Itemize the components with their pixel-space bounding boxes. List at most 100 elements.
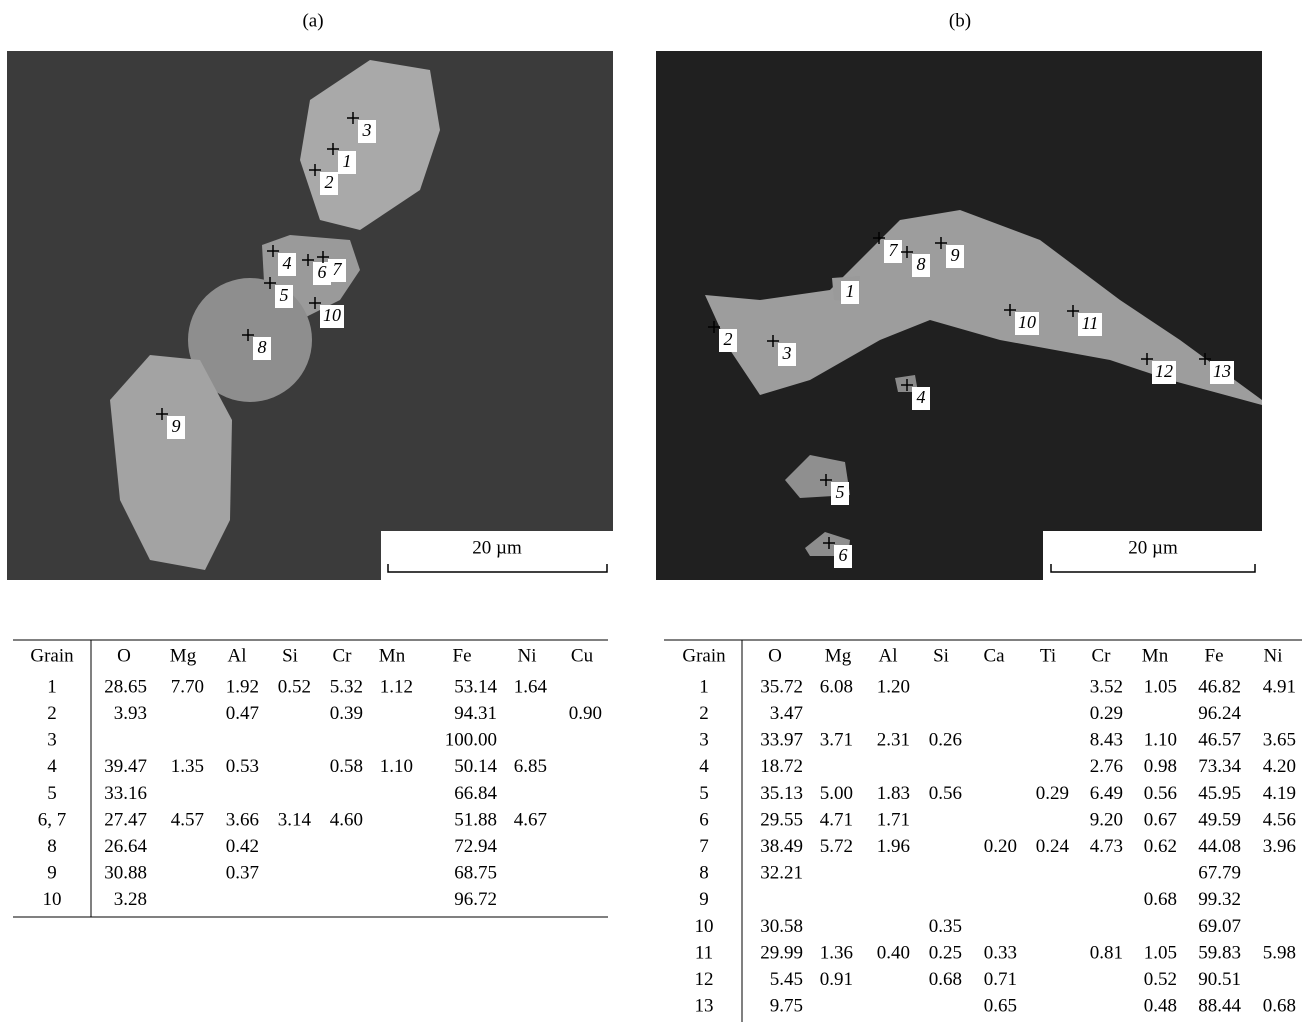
point-label: 13: [1213, 361, 1231, 381]
table-cell: 10: [695, 916, 714, 937]
table-header: O: [117, 645, 131, 666]
table-cell: 7: [699, 836, 709, 857]
table-header: Si: [282, 645, 298, 666]
table-cell: 3: [699, 730, 709, 751]
point-label: 9: [172, 416, 181, 436]
point-label: 4: [283, 253, 292, 273]
table-cell: 0.29: [1090, 703, 1123, 724]
point-label: 4: [917, 387, 926, 407]
panel-label: (b): [949, 10, 971, 31]
table-cell: 1.10: [380, 756, 413, 777]
point-label: 10: [1018, 312, 1036, 332]
table-cell: 5: [699, 783, 709, 804]
table-cell: 4.71: [820, 809, 853, 830]
table-cell: 29.55: [760, 809, 803, 830]
table-cell: 0.47: [226, 703, 259, 724]
table-cell: 33.97: [760, 730, 803, 751]
point-label: 5: [280, 285, 289, 305]
scale-label: 20 µm: [1128, 537, 1178, 558]
table-cell: 0.39: [330, 703, 363, 724]
point-label: 8: [258, 337, 267, 357]
point-label: 5: [836, 482, 845, 502]
table-cell: 0.71: [984, 969, 1017, 990]
table-header: Al: [879, 645, 898, 666]
table-cell: 18.72: [760, 756, 803, 777]
table-cell: 0.90: [569, 703, 602, 724]
table-cell: 4.91: [1263, 676, 1296, 697]
table-cell: 35.72: [760, 676, 803, 697]
table-cell: 30.58: [760, 916, 803, 937]
table-cell: 0.62: [1144, 836, 1177, 857]
table-cell: 1.10: [1144, 730, 1177, 751]
table-cell: 0.58: [330, 756, 363, 777]
table-cell: 4.73: [1090, 836, 1123, 857]
table-cell: 10: [43, 889, 62, 910]
table-header: Mn: [1142, 645, 1169, 666]
table-header: Grain: [682, 645, 726, 666]
table-cell: 66.84: [454, 783, 497, 804]
point-label: 1: [343, 151, 352, 171]
table-cell: 1.71: [877, 809, 910, 830]
table-cell: 4.56: [1263, 809, 1296, 830]
table-cell: 6.85: [514, 756, 547, 777]
table-cell: 2: [699, 703, 709, 724]
table-cell: 3.71: [820, 730, 853, 751]
table-cell: 0.98: [1144, 756, 1177, 777]
table-cell: 2.76: [1090, 756, 1123, 777]
table-cell: 90.51: [1198, 969, 1241, 990]
table-cell: 0.52: [1144, 969, 1177, 990]
point-label: 7: [333, 259, 343, 279]
table-cell: 38.49: [760, 836, 803, 857]
table-cell: 0.53: [226, 756, 259, 777]
table-cell: 46.57: [1198, 730, 1241, 751]
table-cell: 0.40: [877, 942, 910, 963]
table-cell: 0.25: [929, 942, 962, 963]
table-cell: 72.94: [454, 836, 497, 857]
table-cell: 4: [699, 756, 709, 777]
point-label: 2: [325, 172, 334, 192]
point-label: 6: [839, 545, 848, 565]
table-cell: 2.31: [877, 730, 910, 751]
table-cell: 0.26: [929, 730, 962, 751]
table-cell: 51.88: [454, 809, 497, 830]
table-cell: 6.08: [820, 676, 853, 697]
panel-label: (a): [302, 10, 323, 31]
table-cell: 6.49: [1090, 783, 1123, 804]
table-cell: 0.91: [820, 969, 853, 990]
table-cell: 9: [699, 889, 709, 910]
table-header: Fe: [1205, 645, 1224, 666]
table-cell: 3.52: [1090, 676, 1123, 697]
table-cell: 50.14: [454, 756, 497, 777]
point-label: 3: [362, 120, 372, 140]
point-label: 12: [1155, 361, 1173, 381]
table-cell: 1.20: [877, 676, 910, 697]
table-cell: 0.67: [1144, 809, 1177, 830]
table-cell: 100.00: [445, 730, 497, 751]
point-label: 11: [1082, 313, 1099, 333]
table-cell: 1: [47, 676, 57, 697]
table-header: Ti: [1040, 645, 1056, 666]
table-cell: 4.19: [1263, 783, 1296, 804]
table-cell: 99.32: [1198, 889, 1241, 910]
table-cell: 68.75: [454, 863, 497, 884]
table-cell: 0.24: [1036, 836, 1070, 857]
table-cell: 1.05: [1144, 942, 1177, 963]
table-cell: 7.70: [171, 676, 204, 697]
sem-image-a: [7, 51, 613, 580]
table-cell: 0.29: [1036, 783, 1069, 804]
table-cell: 5.32: [330, 676, 363, 697]
table-cell: 45.95: [1198, 783, 1241, 804]
table-cell: 3.47: [770, 703, 803, 724]
table-cell: 0.81: [1090, 942, 1123, 963]
table-cell: 3.14: [278, 809, 312, 830]
table-cell: 1.05: [1144, 676, 1177, 697]
table-cell: 73.34: [1198, 756, 1241, 777]
table-cell: 59.83: [1198, 942, 1241, 963]
point-label: 8: [917, 254, 926, 274]
table-cell: 0.42: [226, 836, 259, 857]
table-cell: 11: [695, 942, 713, 963]
table-cell: 5.72: [820, 836, 853, 857]
table-cell: 28.65: [104, 676, 147, 697]
table-cell: 88.44: [1198, 996, 1241, 1017]
table-cell: 94.31: [454, 703, 497, 724]
